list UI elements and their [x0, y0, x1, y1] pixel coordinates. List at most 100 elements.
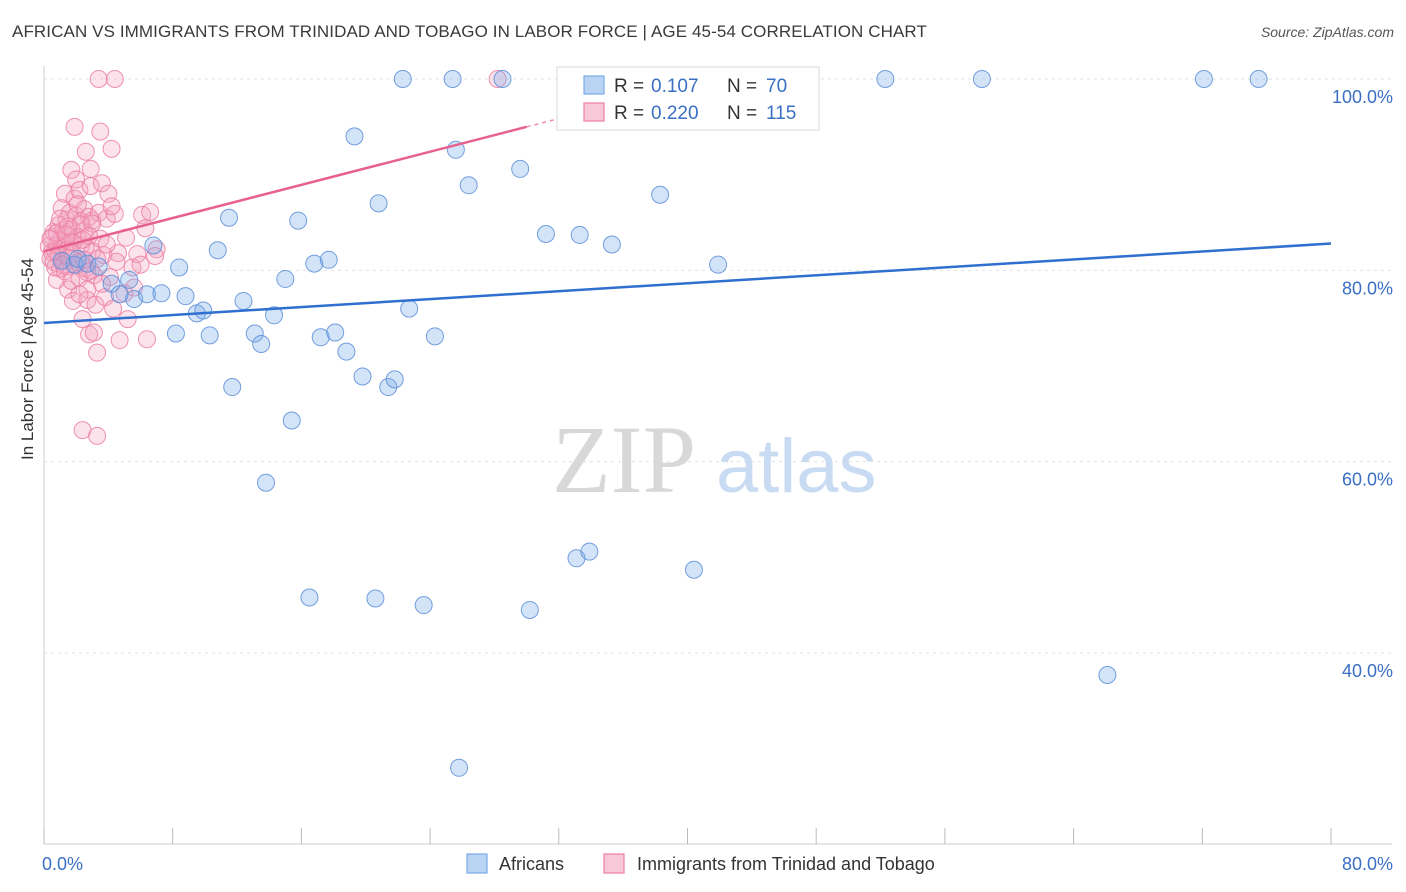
bottom-legend-label-trinidad: Immigrants from Trinidad and Tobago: [637, 854, 935, 874]
watermark-zip: ZIP: [552, 406, 696, 513]
legend-r-value-trinidad: 0.220: [651, 103, 699, 124]
trinidad-point: [81, 177, 100, 196]
africans-point: [1098, 666, 1117, 685]
trinidad-point: [84, 323, 103, 342]
africans-point: [393, 70, 412, 88]
africans-point: [326, 323, 345, 342]
legend-n-value-trinidad: 115: [766, 103, 796, 124]
africans-point: [89, 257, 108, 276]
stats-legend: R = 0.107 N = 70 R = 0.220 N = 115: [556, 66, 820, 131]
trinidad-point: [91, 122, 110, 141]
africans-trend-line: [43, 242, 1332, 325]
legend-n-label-trinidad: N =: [727, 103, 757, 124]
chart-title: AFRICAN VS IMMIGRANTS FROM TRINIDAD AND …: [12, 22, 927, 41]
africans-point: [276, 269, 295, 288]
africans-point: [289, 211, 308, 230]
africans-point: [65, 255, 84, 274]
legend-n-value-africans: 70: [766, 76, 787, 97]
trinidad-trend-line: [43, 125, 527, 253]
africans-point: [152, 284, 171, 303]
africans-point: [137, 285, 156, 304]
africans-point: [369, 194, 388, 213]
trinidad-point: [76, 142, 95, 161]
africans-point: [493, 70, 512, 88]
africans-point: [68, 249, 87, 268]
trinidad-point: [88, 249, 107, 268]
trinidad-point: [105, 70, 124, 88]
trinidad-point: [102, 139, 121, 158]
trinidad-point: [55, 184, 74, 203]
trinidad-point: [62, 160, 81, 179]
trinidad-point: [88, 343, 107, 362]
trinidad-point: [92, 274, 111, 293]
watermark-atlas: atlas: [716, 424, 877, 509]
trinidad-point: [97, 235, 116, 254]
trinidad-point: [81, 159, 100, 178]
bottom-legend-swatch-trinidad: [603, 853, 625, 874]
africans-point: [570, 225, 589, 244]
africans-point: [194, 301, 213, 320]
africans-point: [223, 378, 242, 397]
y-tick-label: 100.0%: [1332, 87, 1393, 107]
bottom-legend-swatch-africans: [466, 853, 488, 874]
trinidad-point: [128, 245, 147, 264]
africans-point: [520, 600, 539, 619]
trinidad-point: [65, 117, 84, 136]
africans-point: [208, 241, 227, 260]
trinidad-point: [92, 174, 111, 193]
africans-point: [536, 224, 555, 243]
africans-point: [443, 70, 462, 88]
trinidad-point: [488, 70, 507, 88]
x-tick-label-min: 0.0%: [42, 854, 83, 874]
africans-point: [252, 334, 271, 353]
source-credit: Source: ZipAtlas.com: [1260, 24, 1394, 40]
trinidad-point: [63, 291, 82, 310]
africans-point: [265, 306, 284, 325]
y-tick-labels: 40.0% 60.0% 80.0% 100.0%: [1332, 87, 1393, 681]
trinidad-point: [141, 202, 160, 221]
trinidad-point: [41, 229, 60, 248]
legend-swatch-trinidad: [583, 102, 605, 122]
trinidad-point: [70, 180, 89, 199]
africans-point: [257, 473, 276, 492]
legend-n-label-africans: N =: [727, 76, 757, 97]
trinidad-point: [88, 426, 107, 445]
trinidad-point: [102, 197, 121, 216]
africans-point: [120, 270, 139, 289]
africans-point: [170, 258, 189, 277]
legend-r-label-africans: R =: [614, 76, 644, 97]
africans-point: [425, 327, 444, 346]
africans-point: [166, 324, 185, 343]
africans-point: [200, 326, 219, 345]
africans-point: [972, 70, 991, 88]
africans-point: [220, 208, 239, 227]
bottom-legend-label-africans: Africans: [499, 854, 564, 874]
x-tick-label-max: 80.0%: [1342, 854, 1393, 874]
africans-point: [450, 758, 469, 777]
africans-point: [684, 560, 703, 579]
x-tick-labels: 0.0% 80.0%: [42, 854, 1393, 874]
africans-point: [78, 254, 97, 273]
legend-r-value-africans: 0.107: [651, 76, 699, 97]
series-africans-points: [52, 70, 1268, 777]
series-legend: Africans Immigrants from Trinidad and To…: [466, 853, 935, 874]
africans-point: [353, 367, 372, 386]
africans-point: [414, 596, 433, 615]
africans-point: [144, 236, 163, 255]
trinidad-point: [55, 262, 74, 281]
trend-lines: [43, 97, 1332, 325]
africans-point: [379, 378, 398, 397]
africans-point: [345, 127, 364, 146]
africans-point: [366, 589, 385, 608]
series-trinidad-points: [39, 70, 507, 445]
y-tick-label: 60.0%: [1342, 470, 1393, 490]
africans-point: [234, 291, 253, 310]
trinidad-point: [89, 70, 108, 88]
africans-point: [651, 185, 670, 204]
africans-point: [602, 235, 621, 254]
africans-point: [245, 324, 264, 343]
africans-point: [110, 285, 129, 304]
axes: [43, 66, 1392, 845]
africans-point: [176, 287, 195, 306]
africans-point: [876, 70, 895, 88]
